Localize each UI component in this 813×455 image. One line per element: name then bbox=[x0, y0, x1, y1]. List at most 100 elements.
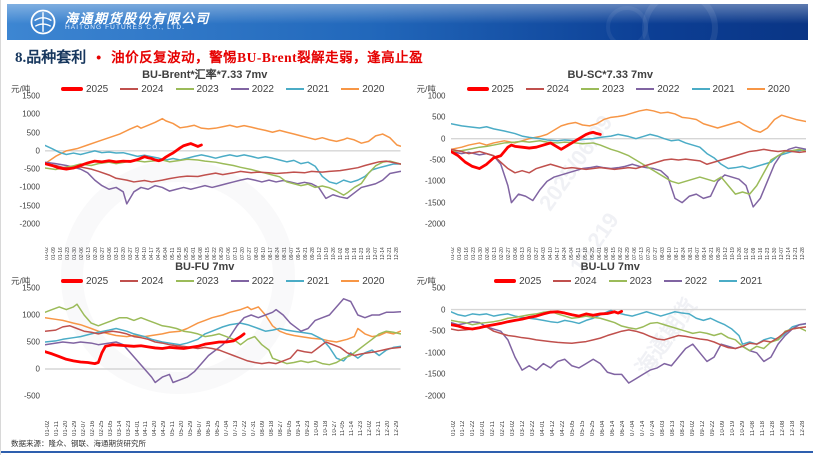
y-tick-label: -500 bbox=[429, 326, 446, 336]
x-tick-label: 01-02 bbox=[45, 247, 50, 260]
series-line-2023 bbox=[45, 159, 401, 195]
series-line-2022 bbox=[45, 299, 401, 383]
x-tick-label: 08-24 bbox=[275, 247, 281, 260]
x-tick-label: 09-05 bbox=[286, 420, 293, 436]
x-tick-label: 12-14 bbox=[380, 247, 386, 260]
legend-swatch-2022 bbox=[230, 88, 249, 90]
x-tick-label: 10-29 bbox=[740, 420, 747, 436]
x-axis: 01-02 01-12 01-22 02-01 02-11 02-21 03-02 03-12… bbox=[451, 398, 807, 436]
legend-swatch-2023 bbox=[175, 88, 194, 90]
chart-legend: 2025 2024 2023 2022 2021 bbox=[451, 276, 807, 287]
x-tick-label: 10-09 bbox=[313, 420, 320, 436]
legend-swatch-2023 bbox=[608, 280, 627, 282]
x-tick-label: 05-20 bbox=[179, 420, 186, 436]
line-chart-canvas bbox=[45, 96, 401, 224]
legend-label-2020: 2020 bbox=[362, 83, 385, 95]
y-tick-label: 1000 bbox=[22, 109, 40, 119]
x-tick-label: 08-03 bbox=[660, 420, 667, 436]
chart-title: BU-Brent*汇率*7.33 7mv bbox=[142, 69, 268, 81]
x-tick-label: 09-14 bbox=[701, 247, 708, 260]
x-tick-label: 05-25 bbox=[184, 247, 190, 260]
x-tick-label: 12-29 bbox=[394, 420, 401, 436]
x-tick-label: 11-23 bbox=[764, 247, 771, 260]
x-tick-label: 02-20 bbox=[93, 247, 99, 260]
chart-title: BU-FU 7mv bbox=[175, 261, 235, 273]
y-tick-label: 0 bbox=[441, 305, 446, 315]
x-tick-label: 02-11 bbox=[490, 421, 497, 436]
x-axis-spacer bbox=[415, 398, 451, 436]
x-tick-label: 08-03 bbox=[254, 247, 260, 260]
series-line-2024 bbox=[451, 149, 807, 172]
y-tick-label: -1000 bbox=[425, 176, 446, 186]
x-tick-label: 04-17 bbox=[554, 247, 561, 260]
x-tick-label: 07-04 bbox=[630, 420, 637, 436]
x-tick-label: 04-24 bbox=[561, 247, 568, 260]
legend-swatch-2024 bbox=[525, 88, 544, 90]
x-tick-label: 03-12 bbox=[520, 420, 527, 436]
x-tick-label: 07-31 bbox=[250, 420, 257, 436]
x-tick-label: 11-30 bbox=[771, 247, 778, 260]
x-axis: 01-02 01-09 01-16 01-23 01-30 02-06 02-13 02-20… bbox=[45, 226, 401, 260]
legend-label-2022: 2022 bbox=[684, 275, 708, 287]
plot-row: 1500 1000 500 0 -500 -1000 -1500 -2000 bbox=[9, 92, 401, 229]
legend-item: 2022 bbox=[230, 84, 274, 95]
x-tick-label: 02-27 bbox=[505, 247, 512, 260]
series-line-2024 bbox=[451, 327, 807, 349]
legend-swatch-2025 bbox=[61, 279, 83, 283]
header-bar: 海通期货股份有限公司 HAITONG FUTURES CO., LTD. bbox=[7, 0, 808, 66]
x-tick-label: 05-25 bbox=[589, 247, 596, 260]
y-tick-label: -1500 bbox=[19, 201, 40, 211]
x-tick-label: 01-23 bbox=[65, 247, 71, 260]
x-tick-label: 11-18 bbox=[760, 421, 767, 436]
x-tick-label: 04-22 bbox=[560, 420, 567, 436]
chart-bu-sc: BU-SC*7.33 7mv 元/吨 2025 2024 2023 2022 2021 2… bbox=[415, 68, 807, 260]
legend-item: 2025 bbox=[61, 276, 108, 287]
x-tick-label: 01-11 bbox=[53, 421, 60, 436]
legend-swatch-2020 bbox=[341, 280, 360, 282]
data-source-note: 数据来源：隆众、钢联、海通期货研究所 bbox=[11, 439, 146, 448]
x-tick-label: 09-22 bbox=[710, 420, 717, 436]
x-tick-label: 12-20 bbox=[385, 420, 392, 436]
x-tick-label: 11-02 bbox=[743, 247, 750, 260]
x-tick-label: 06-04 bbox=[600, 420, 607, 436]
x-tick-label: 04-10 bbox=[547, 247, 554, 260]
x-tick-label: 08-24 bbox=[680, 247, 687, 260]
x-tick-label: 03-05 bbox=[107, 420, 114, 436]
legend-swatch-2024 bbox=[120, 280, 139, 282]
x-axis-row: 01-02 01-12 01-22 02-01 02-11 02-21 03-02 03-12… bbox=[415, 398, 807, 436]
x-tick-label: 03-20 bbox=[526, 247, 533, 260]
x-tick-label: 01-02 bbox=[450, 247, 456, 260]
x-tick-label: 04-24 bbox=[156, 247, 162, 260]
x-tick-label: 06-01 bbox=[596, 247, 603, 260]
x-tick-label: 10-26 bbox=[736, 247, 743, 260]
x-tick-label: 01-22 bbox=[470, 420, 477, 436]
x-tick-label: 04-01 bbox=[540, 420, 547, 436]
legend-label-2021: 2021 bbox=[712, 83, 735, 95]
x-tick-label: 09-28 bbox=[715, 247, 722, 260]
x-tick-label: 09-23 bbox=[304, 420, 311, 436]
x-tick-label: 02-25 bbox=[98, 420, 105, 436]
legend-item: 2024 bbox=[120, 84, 164, 95]
x-tick-label: 06-22 bbox=[212, 247, 218, 260]
legend-label-2025: 2025 bbox=[86, 83, 109, 95]
x-tick-label: 12-18 bbox=[789, 420, 796, 436]
headline-text: 油价反复波动，警惕BU-Brent裂解走弱，逢高止盈 bbox=[111, 50, 424, 65]
legend-swatch-2022 bbox=[230, 280, 249, 282]
legend-item: 2024 bbox=[553, 276, 597, 287]
x-tick-label: 12-28 bbox=[394, 247, 400, 260]
y-tick-label: -500 bbox=[23, 391, 40, 401]
legend-swatch-2020 bbox=[341, 88, 360, 90]
x-axis-row: 01-02 01-11 01-20 01-29 02-07 02-16 02-25 03-05… bbox=[9, 398, 401, 436]
x-tick-label: 12-07 bbox=[373, 247, 379, 260]
x-tick-label: 06-16 bbox=[206, 420, 213, 436]
x-tick-label: 10-19 bbox=[729, 247, 736, 260]
chart-title: BU-SC*7.33 7mv bbox=[567, 69, 654, 81]
x-tick-label: 03-06 bbox=[512, 247, 519, 260]
chart-legend: 2025 2024 2023 2022 2021 2020 bbox=[451, 84, 807, 95]
y-tick-label: 500 bbox=[26, 128, 40, 138]
x-tick-label: 10-27 bbox=[331, 420, 338, 436]
y-tick-label: 0 bbox=[35, 364, 40, 374]
legend-label-2022: 2022 bbox=[251, 275, 274, 287]
plot-area bbox=[45, 96, 401, 224]
legend-item: 2023 bbox=[581, 84, 624, 95]
